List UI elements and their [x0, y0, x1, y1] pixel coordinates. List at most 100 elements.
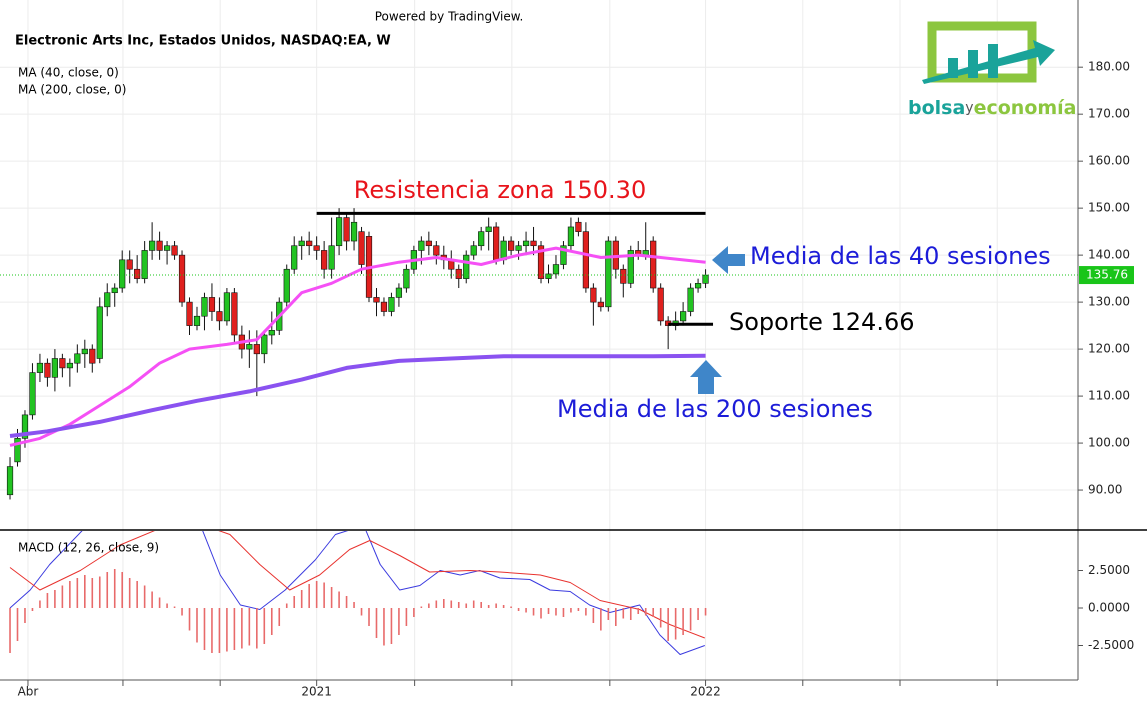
- candle-body: [96, 306, 103, 359]
- candle-body: [104, 292, 111, 308]
- macd-line: [9, 531, 705, 639]
- candle-body: [508, 240, 515, 251]
- candle-body: [470, 245, 477, 256]
- candle-body: [298, 240, 305, 247]
- y-tick-label: 120.00: [1088, 342, 1130, 356]
- candle-body: [44, 362, 51, 378]
- candle-body: [126, 259, 133, 270]
- candle-body: [620, 268, 627, 284]
- logo-bolsa: bolsa: [908, 97, 965, 119]
- candle-body: [283, 268, 290, 303]
- overlay: Resistencia zona 150.30 Media de las 40 s…: [316, 176, 1051, 423]
- x-tick-label: 2022: [690, 685, 721, 699]
- y-tick-label: -2.5000: [1088, 638, 1134, 652]
- candle-body: [560, 245, 567, 265]
- candle-body: [208, 297, 216, 312]
- candle-body: [291, 245, 298, 270]
- candle-body: [36, 362, 44, 373]
- candle-body: [89, 348, 96, 364]
- candle-body: [694, 283, 702, 289]
- candle-body: [395, 287, 403, 298]
- macd-line: [9, 531, 705, 655]
- candle-body: [493, 226, 500, 261]
- candle-body: [627, 250, 634, 284]
- logo-bar: [968, 50, 978, 78]
- candle-body: [687, 287, 694, 312]
- last-price-label: 135.76: [1086, 268, 1128, 282]
- candle-body: [306, 240, 313, 247]
- candle-body: [21, 414, 29, 439]
- candle-body: [59, 358, 66, 369]
- candle-body: [545, 273, 552, 279]
- logo-text: bolsayeconomía: [908, 97, 1077, 119]
- grid: Abr 2021 2022 90.00 100.00 110.00 120.00 130.00…: [0, 0, 1134, 699]
- candle-body: [350, 221, 358, 242]
- candle-body: [321, 250, 328, 270]
- candle-body: [149, 240, 156, 251]
- candle-body: [253, 344, 260, 355]
- panel-title: MACD (12, 26, close, 9): [18, 541, 159, 555]
- price-panel: [0, 208, 1078, 500]
- candle-body: [193, 315, 201, 326]
- candle-body: [418, 240, 425, 251]
- candle-body: [163, 245, 171, 251]
- candle-body: [522, 240, 530, 247]
- candle-body: [74, 353, 81, 364]
- y-tick-label: 110.00: [1088, 389, 1130, 403]
- arrow-40: [712, 246, 745, 274]
- candle-body: [6, 466, 14, 496]
- candle-body: [590, 287, 597, 303]
- candle-body: [605, 240, 612, 308]
- logo-y: y: [965, 100, 973, 116]
- candle-body: [14, 438, 21, 463]
- logo-arrow: [922, 40, 1055, 84]
- candle-body: [111, 287, 118, 294]
- candle-body: [650, 240, 657, 289]
- candle-body: [178, 254, 186, 303]
- candle-body: [530, 240, 537, 247]
- x-tick-label: Abr: [18, 685, 39, 699]
- y-tick-label: 180.00: [1088, 60, 1130, 74]
- candle-body: [246, 344, 253, 350]
- ma-line: [9, 246, 706, 447]
- candle-body: [81, 348, 88, 355]
- candle-body: [119, 259, 126, 289]
- y-tick-label: 90.00: [1088, 483, 1122, 497]
- legend-entry: MA (40, close, 0): [18, 66, 119, 80]
- candle-body: [537, 245, 545, 279]
- candle-body: [582, 231, 589, 289]
- annotation: Resistencia zona 150.30: [354, 176, 646, 204]
- candle-body: [313, 245, 320, 251]
- candle-body: [433, 245, 440, 256]
- candle-body: [403, 268, 410, 289]
- candle-body: [597, 301, 604, 308]
- candle-body: [29, 372, 36, 416]
- ma-line: [9, 353, 706, 438]
- y-tick-label: 140.00: [1088, 248, 1130, 262]
- candle-body: [51, 358, 58, 378]
- candle-body: [335, 217, 343, 247]
- y-tick-label: 2.5000: [1088, 563, 1130, 577]
- candle-body: [268, 330, 275, 336]
- candle-body: [552, 264, 560, 275]
- logo-economia: economía: [974, 97, 1077, 119]
- candle-body: [380, 301, 388, 312]
- legend-entry: MA (200, close, 0): [18, 83, 126, 97]
- candle-body: [425, 240, 432, 247]
- y-tick-label: 150.00: [1088, 201, 1130, 215]
- candle-body: [702, 274, 709, 284]
- logo-bar: [948, 58, 958, 78]
- chart-title: Electronic Arts Inc, Estados Unidos, NAS…: [15, 34, 391, 49]
- arrow-200: [690, 360, 722, 394]
- candle-body: [328, 245, 335, 270]
- candle-body: [223, 292, 231, 322]
- candle-body: [201, 297, 208, 317]
- candle-body: [186, 301, 193, 326]
- candle-body: [231, 292, 238, 336]
- candle-body: [478, 231, 485, 247]
- y-tick-label: 170.00: [1088, 107, 1130, 121]
- macd-panel: [9, 531, 707, 655]
- candle-body: [134, 268, 141, 279]
